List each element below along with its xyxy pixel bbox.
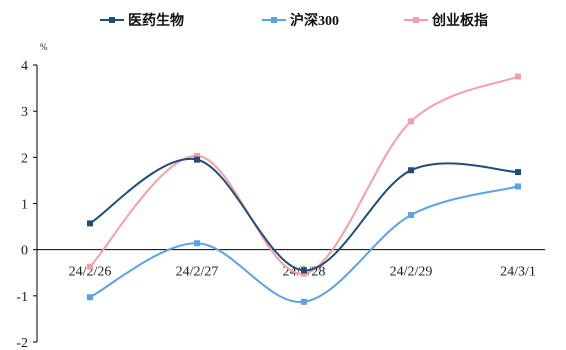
series-line	[89, 158, 519, 272]
legend-item: 沪深300	[262, 12, 339, 29]
data-point	[194, 152, 200, 159]
x-tick-label: 24/2/26	[69, 265, 112, 280]
data-point	[87, 220, 93, 227]
x-tick-label: 24/3/1	[500, 265, 536, 280]
y-tick-label: 0	[21, 244, 28, 259]
data-point	[301, 270, 307, 277]
x-tick-label: 24/2/29	[390, 265, 433, 280]
data-point	[87, 263, 93, 270]
y-axis: 4 3 2 1 0 -1 -2	[16, 59, 38, 350]
legend-swatch-marker	[413, 17, 419, 23]
series-line	[89, 185, 519, 303]
data-point	[408, 167, 414, 174]
data-point	[301, 267, 307, 274]
legend-label: 医药生物	[128, 12, 184, 29]
legend-swatch-marker	[109, 17, 115, 23]
y-tick-label: 1	[21, 198, 28, 213]
legend: 医药生物 沪深300 创业板指	[100, 12, 488, 29]
series-2	[87, 73, 521, 277]
data-point	[408, 212, 414, 219]
data-point	[87, 294, 93, 301]
legend-label: 创业板指	[431, 12, 488, 29]
x-tick-label: 24/2/27	[176, 265, 219, 280]
data-point	[515, 183, 521, 190]
data-point	[301, 298, 307, 305]
legend-item: 医药生物	[100, 12, 184, 29]
legend-swatch-marker	[271, 17, 277, 23]
y-tick-label: -1	[16, 290, 28, 305]
data-point	[194, 156, 200, 163]
data-point	[515, 169, 521, 176]
y-tick-label: 2	[21, 151, 28, 166]
series-lines	[87, 73, 521, 305]
data-point	[408, 118, 414, 125]
data-point	[515, 73, 521, 80]
series-1	[87, 183, 521, 305]
legend-label: 沪深300	[290, 12, 339, 29]
y-tick-label: -2	[16, 336, 28, 350]
series-0	[87, 156, 521, 274]
data-point	[194, 240, 200, 247]
y-tick-label: 3	[21, 105, 28, 120]
y-axis-unit-label: %	[40, 42, 48, 52]
y-tick-label: 4	[21, 59, 28, 74]
series-line	[89, 75, 519, 275]
legend-item: 创业板指	[404, 12, 488, 29]
